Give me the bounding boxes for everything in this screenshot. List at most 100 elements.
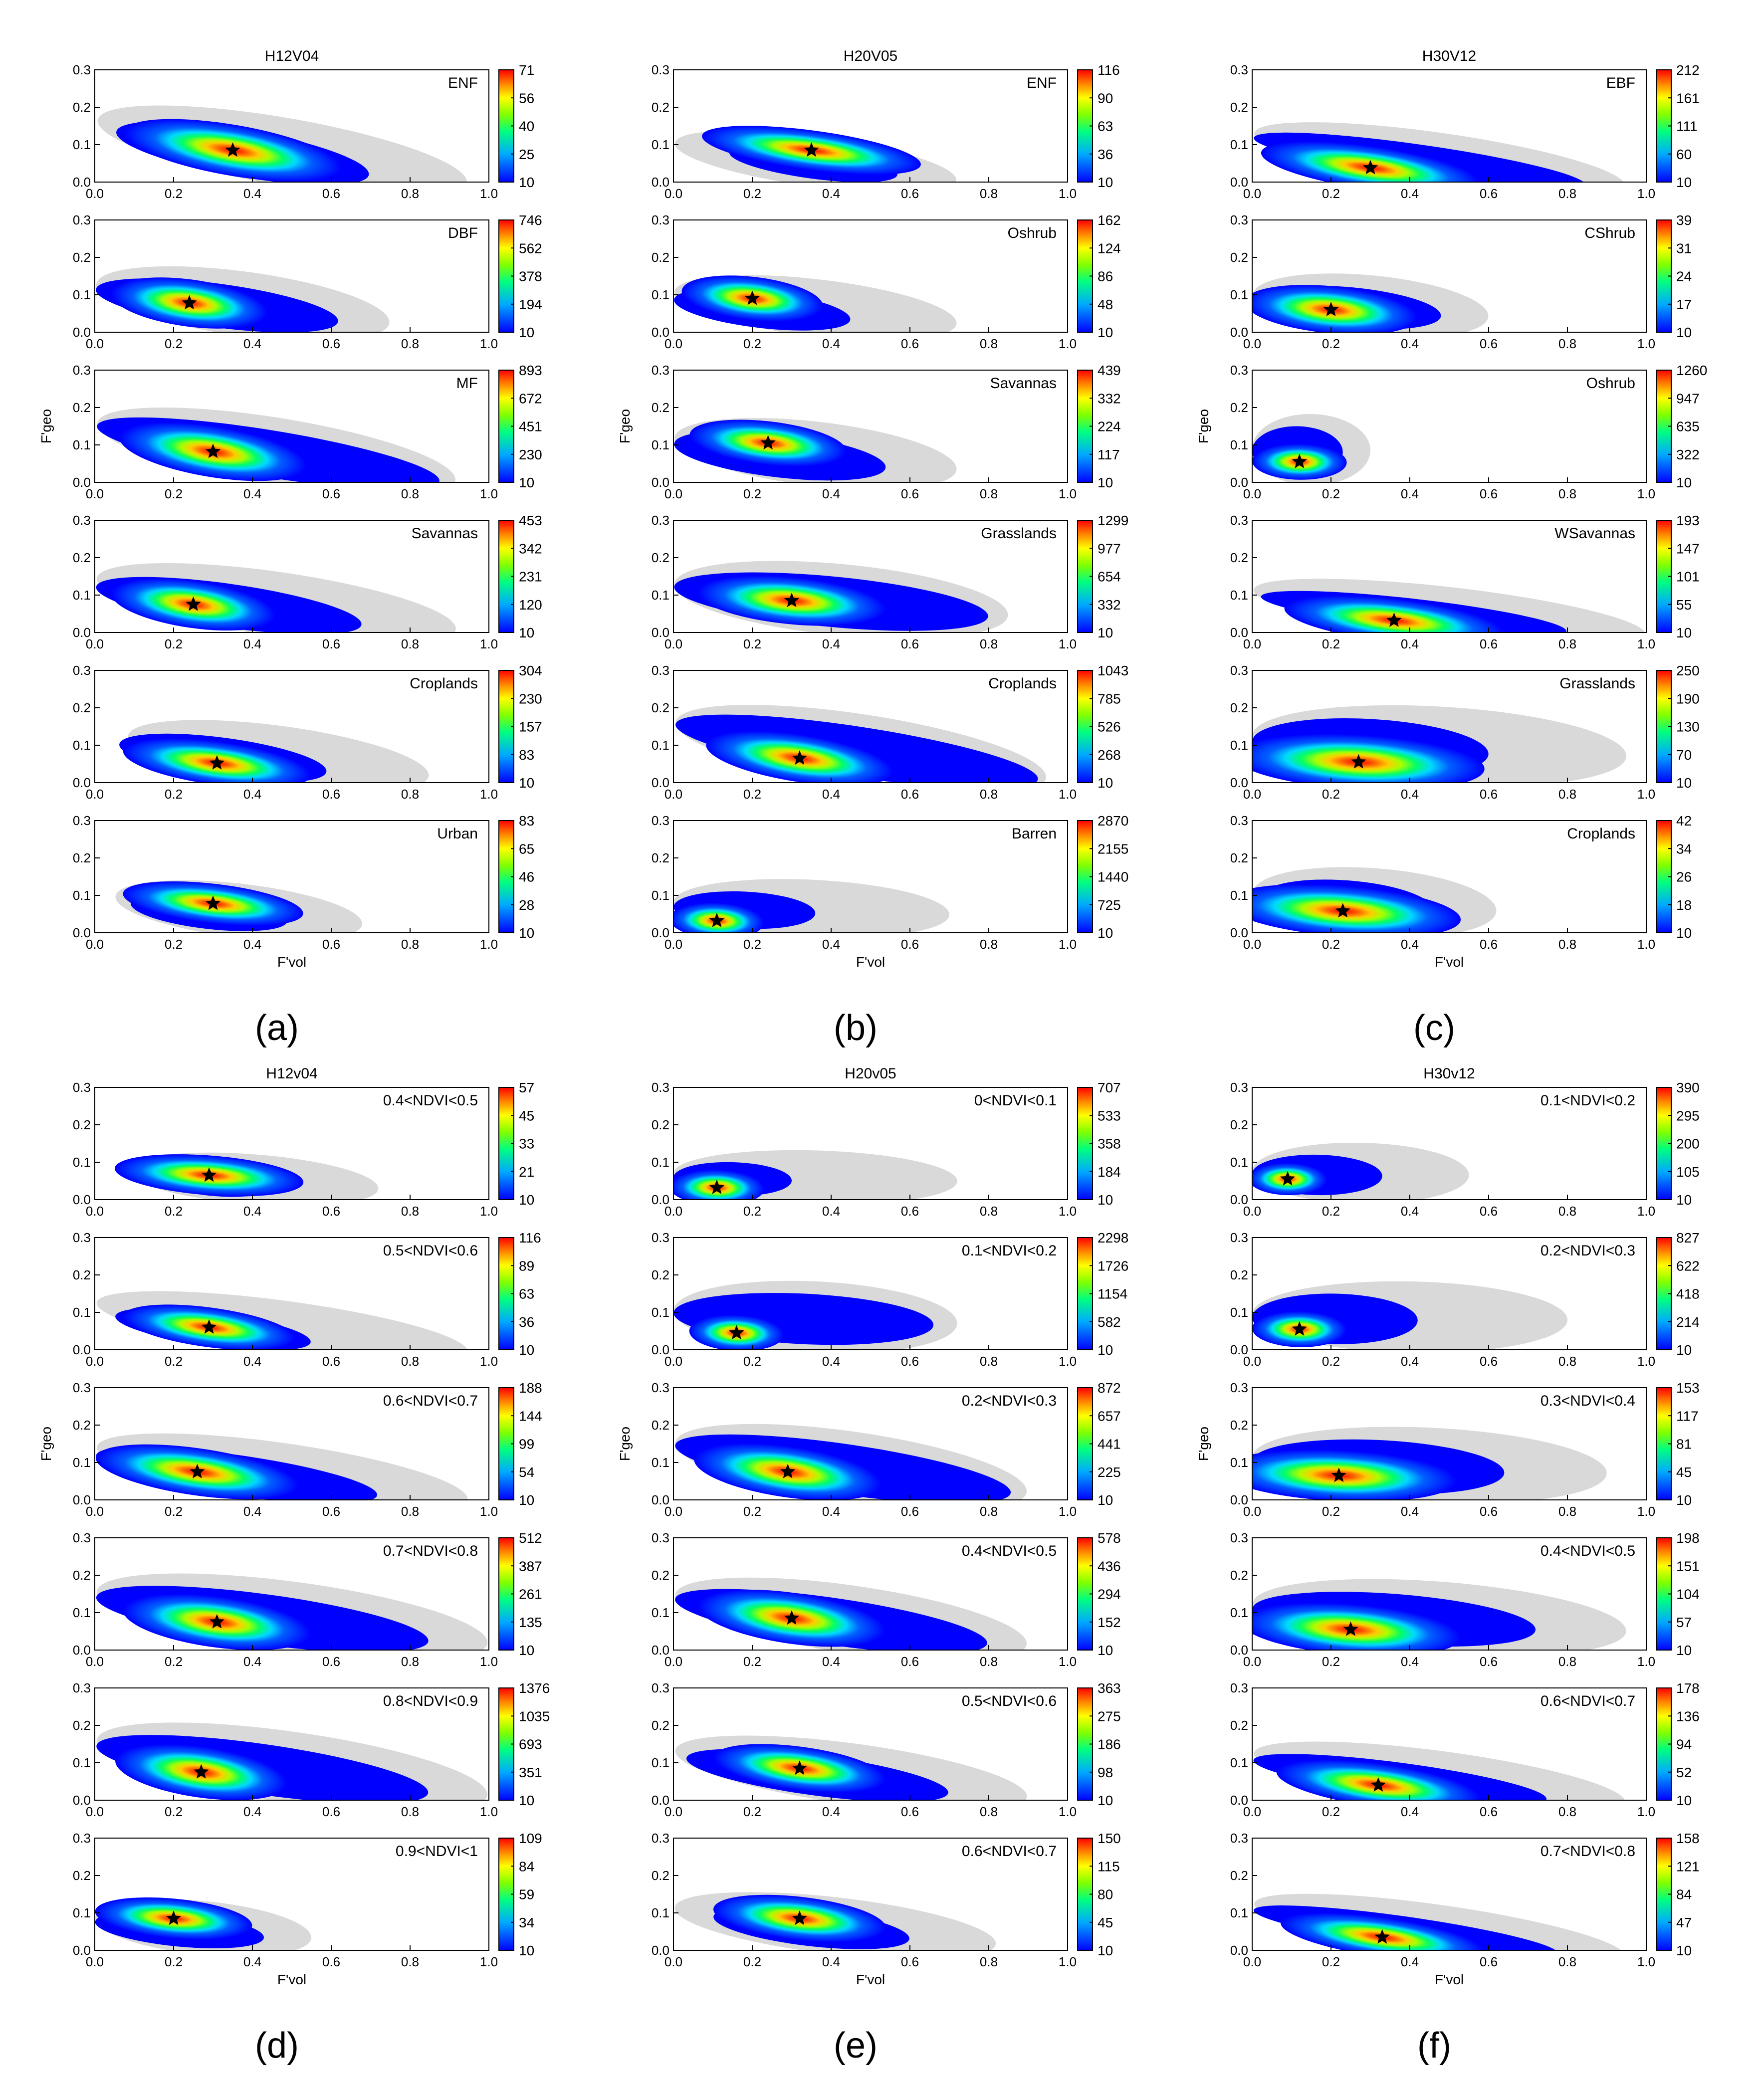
subplot-label: 0.3<NDVI<0.4 [1541,1393,1635,1409]
subplot-label: Croplands [1567,826,1635,842]
x-tick-label: 0.4 [822,1804,840,1819]
x-tick-label: 1.0 [480,336,498,351]
x-tick-label: 0.2 [743,486,761,501]
x-tick-label: 0.6 [322,636,340,651]
x-tick-label: 0.6 [901,1504,919,1519]
x-tick-label: 0.2 [1322,937,1340,952]
y-tick-label: 0.1 [652,738,669,753]
y-tick-label: 0.0 [73,1342,91,1357]
x-tick-label: 0.0 [1243,1954,1261,1969]
x-tick-label: 0.0 [1243,636,1261,651]
y-tick-label: 0.1 [1230,437,1248,452]
subplot-d-5: 0.0 0.1 0.2 0.3 0.0 0.2 0.4 0.6 0.8 1.0 0.9<NDVI<1… [73,1831,542,1987]
colorbar-label: 25 [519,147,534,162]
x-axis-label: F'vol [1435,954,1464,970]
panel-title: H20v05 [845,1065,896,1082]
colorbar-label: 105 [1676,1164,1700,1180]
colorbar-label: 63 [1098,119,1113,134]
colorbar-label: 54 [519,1464,534,1480]
x-tick-label: 0.2 [165,1654,183,1669]
x-axis-label: F'vol [856,1972,885,1987]
density-area [96,266,390,332]
x-tick-label: 0.8 [1558,937,1576,952]
colorbar-label: 342 [519,541,542,556]
y-tick-label: 0.1 [652,437,669,452]
x-tick-label: 0.0 [86,636,104,651]
x-tick-label: 0.0 [664,1354,682,1369]
x-tick-label: 0.8 [1558,787,1576,802]
x-tick-label: 1.0 [1059,1954,1077,1969]
y-tick-label: 0.1 [73,1455,91,1470]
colorbar-label: 947 [1676,391,1700,406]
peak-star [780,1463,796,1478]
subplot-label: 0.5<NDVI<0.6 [962,1693,1057,1709]
x-tick-label: 0.2 [743,937,761,952]
colorbar-label: 1376 [519,1680,550,1696]
x-tick-label: 1.0 [480,486,498,501]
colorbar-label: 1260 [1676,363,1707,378]
subplot-f-0: 0.0 0.1 0.2 0.3 0.0 0.2 0.4 0.6 0.8 1.0 0.1<NDVI<0… [1230,1080,1700,1219]
x-tick-label: 0.6 [322,1354,340,1369]
y-tick-label: 0.2 [1230,850,1248,865]
y-tick-label: 0.0 [73,175,91,190]
colorbar-label: 10 [1098,1342,1113,1358]
x-tick-label: 0.8 [980,636,998,651]
density-area [673,1280,957,1350]
peak-star [182,295,197,310]
y-tick-label: 0.1 [652,1605,669,1620]
x-tick-label: 0.6 [901,636,919,651]
x-tick-label: 0.4 [1401,1354,1419,1369]
y-tick-label: 0.1 [652,1905,669,1920]
x-tick-label: 1.0 [1637,937,1655,952]
colorbar-label: 56 [519,90,534,106]
y-tick-label: 0.2 [652,850,669,865]
y-tick-label: 0.1 [652,588,669,603]
y-tick-label: 0.2 [1230,100,1248,115]
colorbar-label: 116 [519,1230,541,1246]
colorbar-label: 10 [519,175,534,190]
colorbar-label: 304 [519,663,542,678]
colorbar-label: 47 [1676,1915,1692,1930]
x-tick-label: 0.8 [980,787,998,802]
y-tick-label: 0.2 [1230,1718,1248,1733]
colorbar-label: 10 [519,625,534,640]
colorbar-label: 194 [519,297,542,312]
x-tick-label: 0.6 [322,937,340,952]
y-tick-label: 0.0 [652,1643,669,1658]
subplot-a-0: 0.0 0.1 0.2 0.3 0.0 0.2 0.4 0.6 0.8 1.0 ENF 71 56 40 2… [73,62,534,201]
x-tick-label: 0.8 [401,486,419,501]
x-tick-label: 0.6 [901,1954,919,1969]
x-tick-label: 0.4 [1401,1204,1419,1219]
panels-root: H12V04 0.0 0.1 0.2 0.3 0.0 0.2 0.4 0.6 0.8 1.0 ENF 7… [38,48,1707,2066]
x-tick-label: 0.0 [1243,486,1261,501]
colorbar-label: 10 [1098,1943,1113,1958]
colorbar-label: 124 [1098,240,1121,256]
y-tick-label: 0.3 [652,212,669,227]
colorbar-label: 10 [1098,475,1113,490]
y-tick-label: 0.2 [652,700,669,715]
y-tick-label: 0.1 [652,287,669,302]
subplot-c-2: 0.0 0.1 0.2 0.3 0.0 0.2 0.4 0.6 0.8 1.0 Oshrub 1260… [1196,363,1707,501]
x-tick-label: 1.0 [1059,937,1077,952]
subplot-label: ENF [448,75,478,91]
subplot-e-3: 0.0 0.1 0.2 0.3 0.0 0.2 0.4 0.6 0.8 1.0 0.4<NDVI<0… [652,1530,1121,1669]
y-tick-label: 0.1 [652,1155,669,1170]
density-area [119,720,429,783]
y-tick-label: 0.3 [1230,62,1248,77]
x-tick-label: 0.6 [322,186,340,201]
density-area [674,418,957,482]
axes-frame [673,1237,1068,1350]
colorbar [1077,370,1093,483]
colorbar-label: 10 [1676,925,1692,941]
colorbar-label: 378 [519,269,542,284]
subplot-a-5: 0.0 0.1 0.2 0.3 0.0 0.2 0.4 0.6 0.8 1.0 Urban 83 65 4… [73,813,534,970]
y-tick-label: 0.2 [73,400,91,415]
subplot-label: Oshrub [1586,375,1635,392]
colorbar-label: 89 [519,1258,534,1273]
y-tick-label: 0.3 [73,62,91,77]
x-tick-label: 0.6 [322,787,340,802]
colorbar-label: 212 [1676,62,1700,78]
subplot-a-4: 0.0 0.1 0.2 0.3 0.0 0.2 0.4 0.6 0.8 1.0 Croplands 3… [73,663,542,802]
peak-star [1331,1467,1346,1482]
y-tick-label: 0.0 [1230,325,1248,340]
